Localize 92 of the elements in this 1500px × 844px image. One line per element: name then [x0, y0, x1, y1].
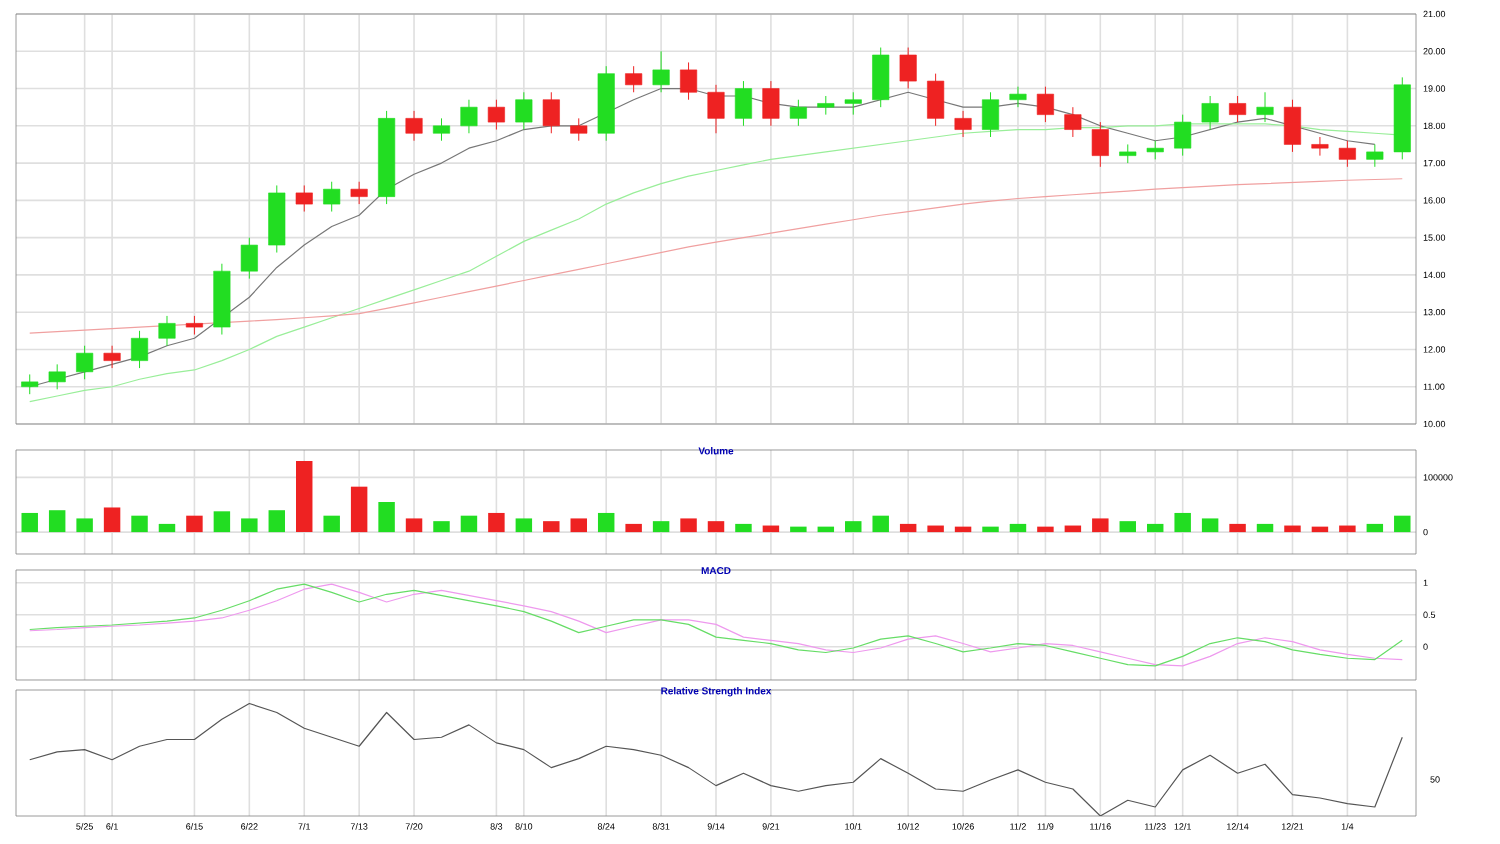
- candlestick: [981, 91, 1000, 138]
- bar: [1366, 523, 1384, 533]
- candlestick: [542, 91, 560, 134]
- bar: [515, 518, 533, 533]
- bar: [1092, 518, 1109, 533]
- candlestick: [1283, 99, 1302, 153]
- bar: [927, 525, 944, 533]
- bar: [21, 512, 38, 533]
- candlestick: [350, 181, 368, 205]
- bar: [597, 512, 615, 533]
- candlestick: [76, 345, 94, 380]
- candlestick: [103, 345, 121, 369]
- candlestick: [1311, 136, 1329, 157]
- bar: [1229, 523, 1246, 533]
- bar: [268, 510, 286, 533]
- bar: [1037, 526, 1054, 533]
- candlestick: [131, 330, 149, 369]
- bar: [845, 521, 862, 533]
- candlestick: [1229, 95, 1247, 123]
- candlestick: [844, 91, 862, 116]
- bar: [1201, 518, 1219, 533]
- candlestick: [1064, 106, 1082, 138]
- candlestick: [899, 47, 917, 90]
- bar: [872, 515, 889, 533]
- bar: [378, 502, 395, 533]
- bar: [1339, 525, 1356, 533]
- candlestick: [1366, 143, 1384, 168]
- candlestick: [817, 95, 835, 116]
- bar: [76, 518, 93, 533]
- candlestick: [1256, 91, 1274, 123]
- candlestick: [625, 65, 643, 93]
- bar: [543, 521, 560, 533]
- candlestick: [515, 91, 533, 131]
- bar: [460, 515, 478, 533]
- candlestick: [954, 110, 972, 138]
- bar: [350, 486, 368, 533]
- bar: [323, 515, 340, 533]
- candlestick: [460, 99, 478, 134]
- candlestick: [1146, 140, 1164, 160]
- bar: [433, 521, 450, 533]
- candlestick: [1174, 114, 1192, 157]
- candlestick: [707, 84, 725, 134]
- bar: [103, 507, 121, 533]
- bar: [1394, 515, 1411, 533]
- bar: [1284, 525, 1301, 533]
- candlestick: [158, 315, 176, 347]
- bar: [488, 512, 505, 533]
- bar: [982, 526, 999, 533]
- candlestick: [432, 117, 451, 142]
- bar: [570, 518, 587, 533]
- bar: [48, 510, 66, 533]
- candlestick: [927, 73, 945, 127]
- bar: [707, 521, 725, 533]
- candlestick: [1338, 140, 1356, 168]
- candlestick: [48, 363, 66, 390]
- bar: [625, 523, 642, 533]
- bar: [1174, 512, 1191, 533]
- bar: [1009, 523, 1027, 533]
- candlestick: [652, 50, 670, 93]
- bar: [790, 526, 807, 533]
- bar: [680, 518, 697, 533]
- bar: [131, 515, 148, 533]
- bar: [158, 523, 176, 533]
- bar: [405, 518, 423, 533]
- candlestick: [762, 80, 780, 127]
- bar: [1119, 521, 1137, 533]
- candlestick: [295, 184, 313, 213]
- bar: [899, 523, 917, 533]
- candlestick: [680, 61, 698, 101]
- bar: [296, 460, 313, 533]
- candlestick: [1009, 86, 1027, 108]
- candlestick: [21, 373, 39, 395]
- candlestick: [240, 237, 258, 280]
- bar: [213, 511, 231, 533]
- candlestick: [570, 117, 588, 142]
- candlestick: [487, 99, 505, 131]
- candlestick: [323, 181, 341, 213]
- candlestick: [734, 80, 752, 127]
- candlestick: [1201, 95, 1219, 131]
- candlestick: [872, 47, 890, 108]
- candlestick: [1119, 143, 1137, 164]
- candlestick: [185, 315, 203, 336]
- bar: [1256, 523, 1274, 533]
- candlestick: [405, 110, 423, 142]
- bar: [735, 523, 752, 533]
- bar: [652, 521, 670, 533]
- candlestick: [1091, 121, 1109, 168]
- bar: [1146, 523, 1164, 533]
- bar: [186, 515, 203, 533]
- candlestick: [1036, 86, 1054, 123]
- bar: [241, 518, 258, 533]
- candlestick: [789, 99, 807, 127]
